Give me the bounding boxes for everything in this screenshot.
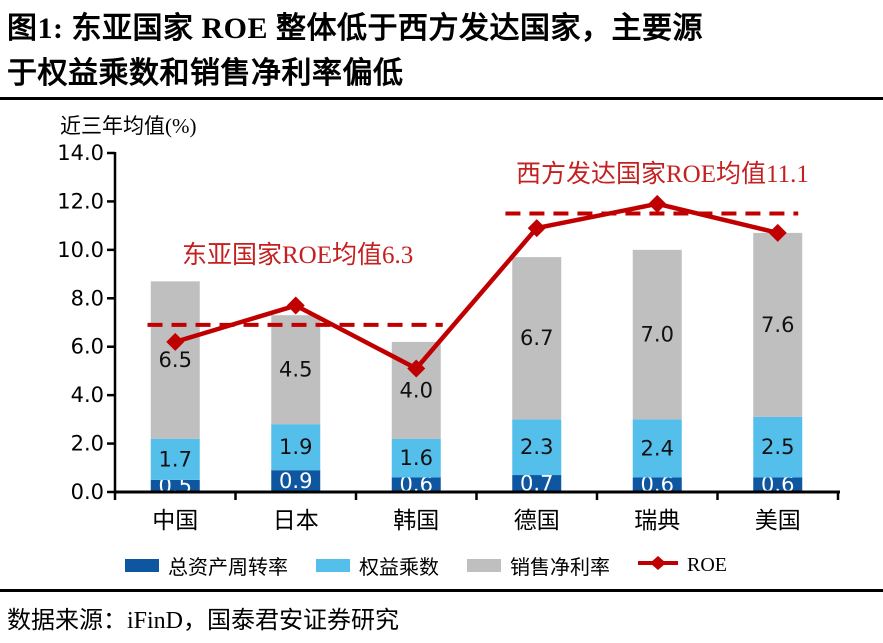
y-tick-label: 10.0 xyxy=(57,238,104,262)
bar-segment-label: 1.6 xyxy=(400,446,433,470)
bar-segment-label: 1.7 xyxy=(159,447,192,471)
bar-segment xyxy=(391,477,441,492)
y-tick-label: 12.0 xyxy=(57,189,104,213)
bar-segment xyxy=(512,257,562,420)
bar-segment xyxy=(150,281,200,439)
y-tick-label: 8.0 xyxy=(71,286,104,310)
legend-label: 销售净利率 xyxy=(510,557,610,579)
x-category-label: 中国 xyxy=(152,508,198,533)
y-tick-label: 4.0 xyxy=(71,383,104,407)
bar-segment-label: 2.3 xyxy=(520,435,553,459)
bar-segment xyxy=(150,479,200,492)
legend-item: 销售净利率 xyxy=(467,551,610,580)
bar-segment xyxy=(632,477,682,492)
y-tick-label: 2.0 xyxy=(71,432,104,456)
bar-segment xyxy=(753,416,803,478)
x-category-label: 美国 xyxy=(755,508,801,533)
bar-segment-label: 2.4 xyxy=(641,436,674,460)
legend-swatch xyxy=(125,559,159,572)
legend-item: ROE xyxy=(638,554,727,577)
roe-line xyxy=(174,201,779,372)
bar-segment xyxy=(512,419,562,476)
bar-segment-label: 7.6 xyxy=(761,313,794,337)
bar-segment xyxy=(632,419,682,478)
roe-marker xyxy=(407,359,426,378)
bar-segment xyxy=(391,438,441,478)
mean-annotation-1: 西方发达国家ROE均值11.1 xyxy=(516,160,809,188)
roe-marker xyxy=(648,194,667,213)
bar-segment-label: 2.5 xyxy=(761,435,794,459)
y-tick-label: 6.0 xyxy=(71,335,104,359)
legend-label: 总资产周转率 xyxy=(168,557,288,579)
bar-segment-label: 6.7 xyxy=(520,326,553,350)
source-divider xyxy=(0,589,883,592)
figure-title-line1: 图1: 东亚国家 ROE 整体低于西方发达国家，主要源 xyxy=(7,12,703,45)
legend-swatch xyxy=(467,559,501,572)
x-category-label: 德国 xyxy=(514,508,560,533)
mean-annotation-0: 东亚国家ROE均值6.3 xyxy=(182,241,413,269)
x-category-label: 韩国 xyxy=(393,508,439,533)
x-category-label: 日本 xyxy=(273,508,319,533)
legend-item: 权益乘数 xyxy=(316,551,439,580)
bar-segment-label: 4.0 xyxy=(400,378,433,402)
figure-title-line2: 于权益乘数和销售净利率偏低 xyxy=(7,57,404,90)
bar-segment-label: 0.9 xyxy=(279,469,312,493)
legend-swatch xyxy=(316,559,350,572)
bar-segment-label: 4.5 xyxy=(279,358,312,382)
bar-segment xyxy=(632,249,682,420)
bar-segment-label: 1.9 xyxy=(279,435,312,459)
y-axis-title: 近三年均值(%) xyxy=(60,114,196,138)
y-tick-label: 0.0 xyxy=(71,480,104,504)
bar-segment xyxy=(271,315,321,425)
bar-segment-label: 7.0 xyxy=(641,323,674,347)
legend-roe-line-swatch xyxy=(638,555,678,576)
data-source: 数据来源：iFinD，国泰君安证券研究 xyxy=(7,608,400,634)
roe-marker xyxy=(166,332,185,351)
bar-segment xyxy=(753,232,803,417)
bar-segment xyxy=(271,470,321,492)
chart-legend: 总资产周转率 权益乘数 销售净利率 ROE xyxy=(125,551,727,580)
legend-label: ROE xyxy=(687,554,727,576)
bar-segment xyxy=(150,438,200,480)
bar-segment xyxy=(271,424,321,471)
title-divider xyxy=(0,97,883,100)
bar-segment xyxy=(512,475,562,492)
legend-label: 权益乘数 xyxy=(359,557,439,579)
figure-title: 图1: 东亚国家 ROE 整体低于西方发达国家，主要源 于权益乘数和销售净利率偏… xyxy=(7,6,879,96)
bar-segment xyxy=(753,477,803,492)
legend-item: 总资产周转率 xyxy=(125,551,288,580)
bar-segment-label: 6.5 xyxy=(159,348,192,372)
y-tick-label: 14.0 xyxy=(57,141,104,165)
roe-marker xyxy=(527,219,546,238)
roe-marker xyxy=(768,223,787,242)
roe-marker xyxy=(286,296,305,315)
x-category-label: 瑞典 xyxy=(634,508,680,533)
